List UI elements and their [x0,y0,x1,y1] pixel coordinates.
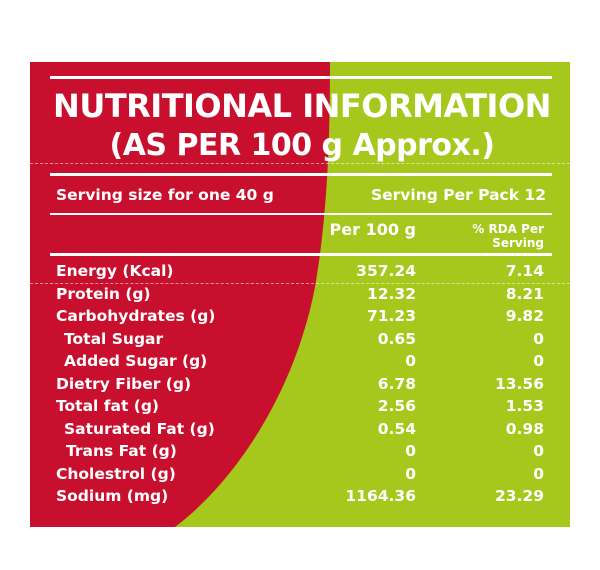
table-row: Energy (Kcal) 357.24 7.14 [30,260,570,282]
rda-value: 13.56 [494,375,544,393]
nutrient-label: Total fat (g) [56,397,160,415]
header-rule [50,253,552,256]
per-100g-value: 0.54 [377,420,416,438]
per-100g-header: Per 100 g [329,220,416,239]
nutrient-label: Saturated Fat (g) [64,420,215,438]
rda-value: 7.14 [505,262,544,280]
nutrient-label: Total Sugar [64,330,164,348]
nutrient-label: Energy (Kcal) [56,262,174,280]
title-line-2: (AS PER 100 g Approx.) [109,128,495,163]
table-row: Dietry Fiber (g) 6.78 13.56 [30,373,570,395]
nutrient-label: Cholestrol (g) [56,465,176,483]
nutrient-label: Added Sugar (g) [64,352,208,370]
table-row: Protein (g) 12.32 8.21 [30,283,570,305]
table-row: Total Sugar 0.65 0 [30,328,570,350]
table-row: Trans Fat (g) 0 0 [30,440,570,462]
rda-value: 23.29 [494,487,544,505]
per-100g-value: 12.32 [366,285,416,303]
rda-header-line-2: Serving [492,236,544,250]
per-100g-value: 0 [405,465,416,483]
nutrition-panel: NUTRITIONAL INFORMATION (AS PER 100 g Ap… [30,62,570,527]
nutrient-label: Trans Fat (g) [66,442,177,460]
per-100g-value: 0 [405,352,416,370]
title-line-1: NUTRITIONAL INFORMATION [53,87,551,125]
title-dashed-divider [30,163,570,164]
table-row: Saturated Fat (g) 0.54 0.98 [30,418,570,440]
rda-header-line-1: % RDA Per [472,222,544,236]
servings-per-pack: Serving Per Pack 12 [370,186,546,204]
rda-value: 9.82 [505,307,544,325]
nutrient-label: Dietry Fiber (g) [56,375,192,393]
panel-background [30,62,570,527]
rda-value: 0 [533,330,544,348]
table-row: Added Sugar (g) 0 0 [30,350,570,372]
per-100g-value: 0.65 [377,330,416,348]
table-row: Carbohydrates (g) 71.23 9.82 [30,305,570,327]
rda-header: % RDA Per Serving [472,222,544,250]
per-100g-value: 357.24 [356,262,416,280]
nutrient-label: Sodium (mg) [56,487,169,505]
nutrient-label: Protein (g) [56,285,151,303]
top-rule [50,76,552,79]
table-row: Total fat (g) 2.56 1.53 [30,395,570,417]
nutrient-label: Carbohydrates (g) [56,307,216,325]
rda-value: 0.98 [505,420,544,438]
rda-value: 0 [533,352,544,370]
serving-rule [50,213,552,215]
table-row: Sodium (mg) 1164.36 23.29 [30,485,570,507]
title-rule [50,173,552,176]
per-100g-value: 2.56 [377,397,416,415]
rda-value: 0 [533,442,544,460]
per-100g-value: 71.23 [366,307,416,325]
rows-dashed-divider [30,283,570,284]
serving-size: Serving size for one 40 g [56,186,274,204]
green-swoosh [175,62,570,527]
rda-value: 1.53 [505,397,544,415]
rda-value: 8.21 [505,285,544,303]
per-100g-value: 1164.36 [345,487,416,505]
per-100g-value: 6.78 [377,375,416,393]
rda-value: 0 [533,465,544,483]
table-row: Cholestrol (g) 0 0 [30,463,570,485]
per-100g-value: 0 [405,442,416,460]
